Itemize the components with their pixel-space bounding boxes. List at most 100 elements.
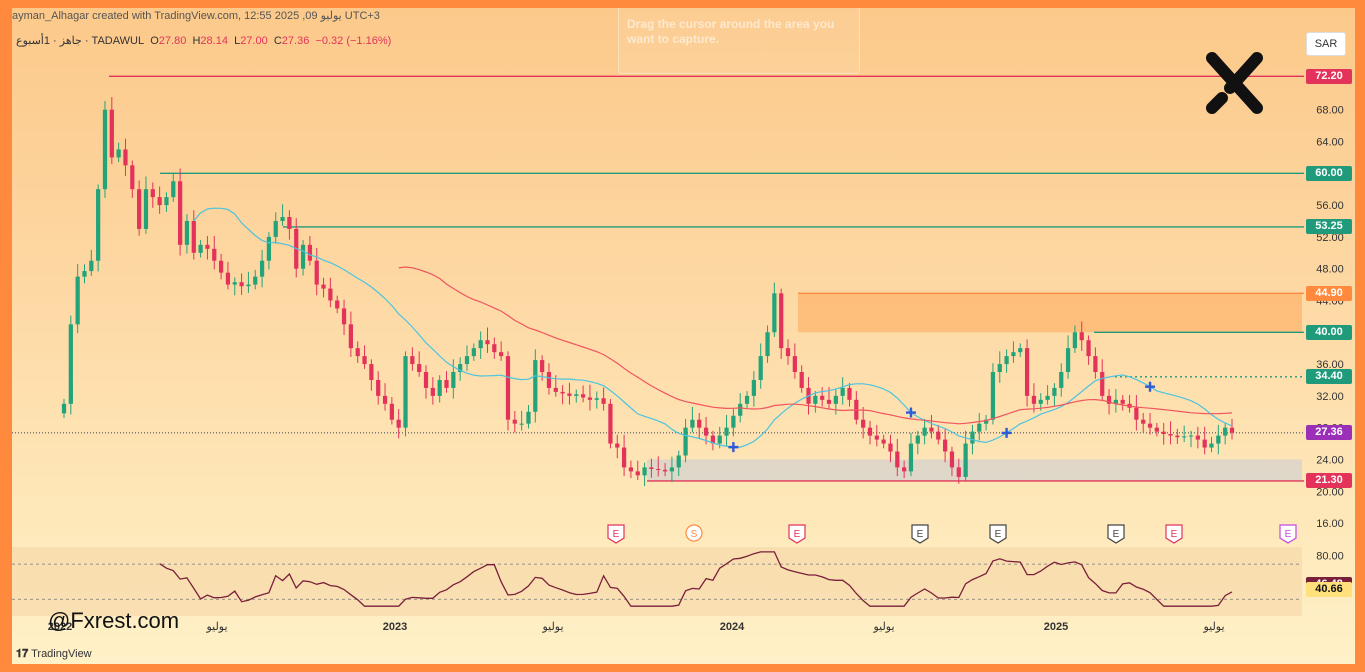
event-badge-label: S	[691, 529, 698, 540]
price-tag-40.00: 40.00	[1306, 324, 1352, 340]
candle-body	[861, 419, 866, 428]
event-badge-label: E	[917, 529, 924, 540]
candle-body	[642, 467, 647, 476]
candle-body	[738, 403, 743, 416]
time-axis-label: 2022	[48, 621, 72, 633]
candle-body	[355, 348, 360, 357]
candle-body	[594, 398, 599, 400]
candle-body	[1216, 435, 1221, 444]
candle-body	[225, 272, 231, 285]
candle-body	[799, 372, 804, 388]
earnings-event-icon	[911, 524, 929, 544]
candle-body	[341, 308, 347, 325]
candle-body	[321, 284, 326, 289]
candle-body	[362, 356, 367, 365]
candle-body	[895, 451, 900, 468]
candle-body	[1188, 435, 1194, 437]
candle-body	[437, 379, 442, 396]
candle-body	[1147, 423, 1153, 428]
tradingview-footer-label: TradingView	[31, 648, 92, 660]
candle-body	[96, 189, 101, 261]
ma-fast-line	[193, 207, 1233, 448]
candle-body	[1072, 332, 1078, 349]
candle-body	[177, 181, 183, 245]
price-tick-label: 64.00	[1316, 136, 1344, 148]
close-label: C	[273, 35, 282, 47]
candle-body	[505, 356, 511, 420]
close-value: 27.36	[281, 35, 310, 47]
candle-body	[874, 435, 879, 440]
price-tag-44.90: 44.90	[1306, 285, 1352, 301]
candle-body	[615, 443, 620, 448]
candle-body	[382, 395, 388, 404]
candle-body	[280, 217, 285, 221]
candle-body	[1045, 395, 1050, 400]
candle-body	[82, 271, 87, 277]
candle-body	[1086, 340, 1091, 357]
candle-body	[444, 379, 449, 388]
candle-body	[744, 395, 750, 404]
candle-body	[150, 189, 155, 198]
candle-body	[191, 220, 196, 253]
capture-hint-overlay[interactable]: Drag the cursor around the area you want…	[618, 8, 860, 74]
candle-body	[1223, 427, 1228, 436]
change-value: −0.32 (−1.16%)	[315, 35, 392, 47]
price-tag-34.40: 34.40	[1306, 369, 1352, 385]
rsi-tick-label: 80.00	[1316, 550, 1344, 562]
rsi-pane-bg	[12, 547, 1302, 616]
brand-logo-icon	[1206, 52, 1263, 114]
price-tag-21.30: 21.30	[1306, 473, 1352, 489]
candle-body	[1093, 356, 1098, 373]
split-event-icon	[685, 524, 703, 542]
candle-body	[89, 260, 94, 272]
price-tick-label: 16.00	[1316, 518, 1344, 530]
earnings-event-icon	[1107, 524, 1125, 544]
candle-body	[628, 467, 634, 472]
candle-body	[348, 324, 353, 349]
candle-body	[1065, 348, 1071, 373]
tradingview-footer[interactable]: 𝟏𝟕 TradingView	[16, 648, 92, 661]
candle-body	[471, 348, 476, 357]
candle-body	[922, 427, 927, 436]
earnings-event-icon	[788, 524, 806, 544]
candle-body	[635, 471, 640, 476]
price-chart[interactable]: 68.0064.0060.0056.0052.0048.0044.0040.00…	[12, 8, 1355, 664]
earnings-event-icon	[1165, 524, 1183, 544]
candle-body	[403, 356, 408, 428]
candle-body	[683, 427, 688, 456]
candle-body	[867, 427, 873, 436]
candle-body	[512, 419, 517, 424]
candle-body	[1141, 419, 1146, 424]
candle-body	[1079, 332, 1084, 341]
candle-body	[1182, 436, 1187, 438]
candle-body	[1161, 431, 1166, 435]
candle-body	[1229, 427, 1235, 433]
candle-body	[840, 387, 845, 396]
low-value: 27.00	[240, 35, 268, 47]
price-tag-72.20: 72.20	[1306, 68, 1352, 84]
candle-body	[376, 379, 381, 396]
candle-body	[307, 244, 313, 261]
candle-body	[697, 419, 702, 428]
candle-body	[1038, 399, 1043, 404]
candle-body	[218, 260, 224, 273]
earnings-event-icon	[607, 524, 625, 544]
candle-body	[560, 391, 565, 394]
candle-body	[123, 149, 128, 166]
rsi-line	[159, 551, 1233, 607]
candle-body	[621, 447, 627, 468]
candle-body	[915, 435, 920, 444]
candle-body	[1168, 434, 1173, 436]
currency-button[interactable]: SAR	[1306, 32, 1346, 56]
candle-body	[970, 431, 975, 444]
candle-body	[1195, 435, 1200, 440]
candle-body	[990, 372, 996, 420]
candle-body	[1209, 443, 1214, 448]
candle-body	[580, 394, 586, 398]
event-badge-label: E	[1285, 529, 1292, 540]
candle-body	[608, 403, 613, 444]
open-value: 27.80	[158, 35, 187, 47]
candle-body	[164, 197, 169, 206]
candle-body	[1011, 352, 1016, 357]
candle-body	[205, 244, 210, 249]
